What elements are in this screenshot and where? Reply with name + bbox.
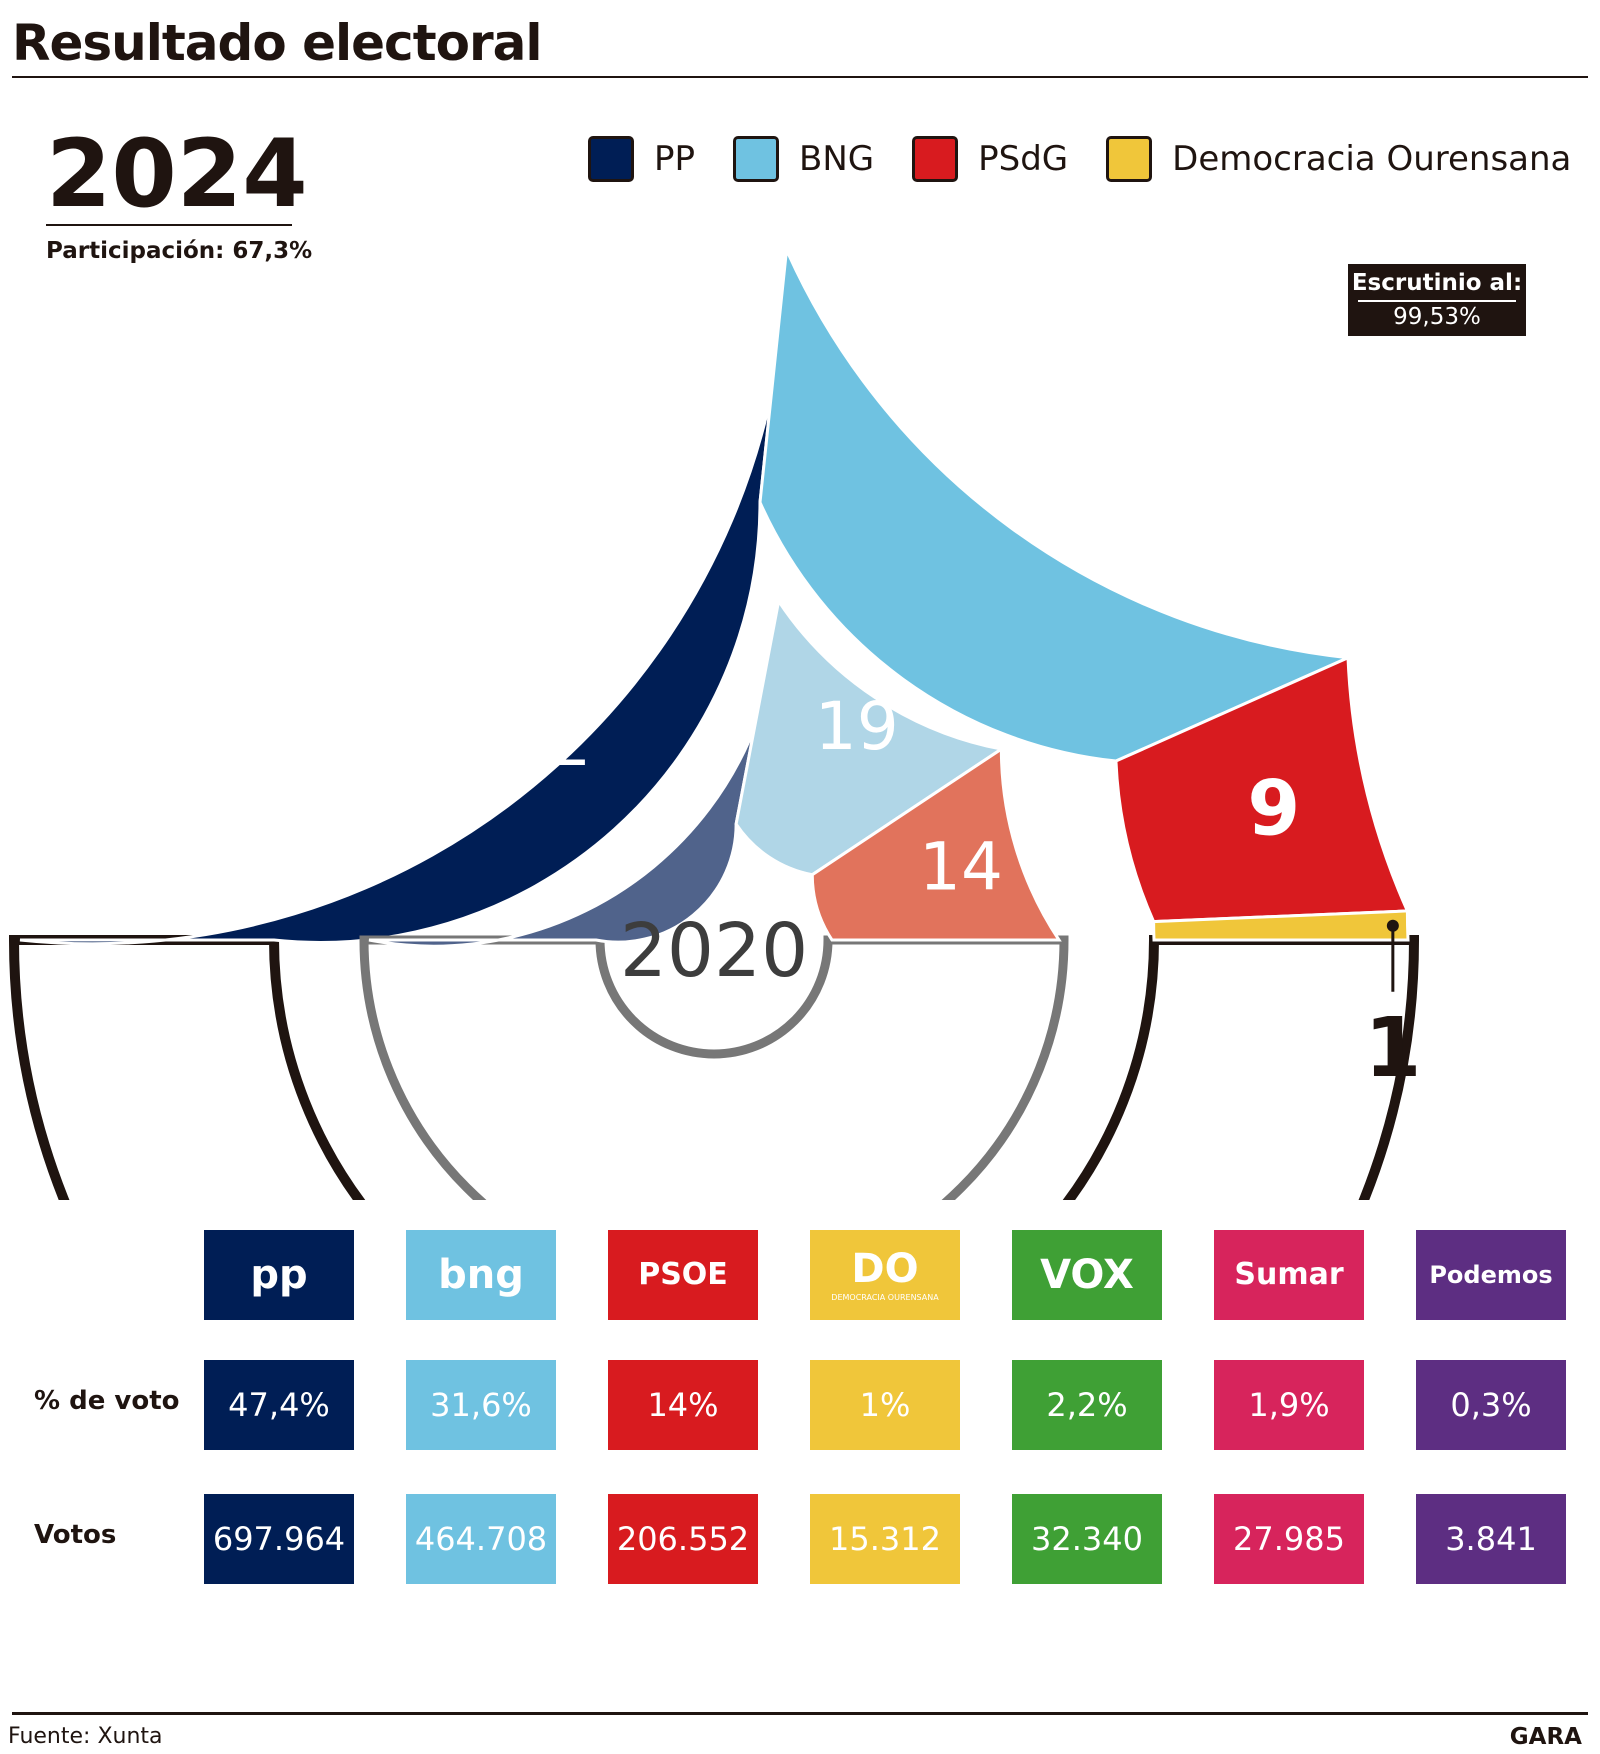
party-logo: bng <box>406 1230 556 1320</box>
seat-wedge-2020 <box>810 746 1062 942</box>
seat-wedge-2024 <box>1152 909 1410 942</box>
party-logo: PSOE <box>608 1230 758 1320</box>
vote-count-cell: 15.312 <box>810 1494 960 1584</box>
legend-label: PP <box>654 139 696 179</box>
parliament-hemicycle-chart: 40 25 9 1 42 19 14 2020 <box>8 244 1422 1200</box>
vote-percentage-cell: 1,9% <box>1214 1360 1364 1450</box>
vote-percentage-cell: 47,4% <box>204 1360 354 1450</box>
chart-legend: PP BNG PSdG Democracia Ourensana <box>588 136 1571 182</box>
footer-divider <box>12 1712 1588 1715</box>
seat-wedge-2020 <box>368 600 781 948</box>
seat-value-label: 9 <box>1247 764 1300 853</box>
legend-swatch <box>588 136 634 182</box>
vote-percentage-cell: 0,3% <box>1416 1360 1566 1450</box>
vote-count-cell: 27.985 <box>1214 1494 1364 1584</box>
seat-wedge-2024 <box>1114 655 1410 924</box>
source-label: Fuente: Xunta <box>8 1724 163 1749</box>
party-logo: VOX <box>1012 1230 1162 1320</box>
party-logo: Podemos <box>1416 1230 1566 1320</box>
scrutiny-label: Escrutinio al: <box>1351 270 1523 296</box>
vote-percentage-cell: 31,6% <box>406 1360 556 1450</box>
legend-swatch <box>1106 136 1153 182</box>
legend-item-bng: BNG <box>733 136 874 182</box>
vote-count-cell: 3.841 <box>1416 1494 1566 1584</box>
party-logo-text: PSOE <box>638 1257 728 1292</box>
legend-item-pp: PP <box>588 136 695 182</box>
vote-count-cell: 206.552 <box>608 1494 758 1584</box>
vote-percentage-cell: 2,2% <box>1012 1360 1162 1450</box>
seat-wedge-2024 <box>758 244 1354 763</box>
party-logo-text: Podemos <box>1429 1261 1553 1289</box>
party-logo: pp <box>204 1230 354 1320</box>
vote-count-cell: 697.964 <box>204 1494 354 1584</box>
scrutiny-value: 99,53% <box>1358 300 1516 332</box>
party-logo: Sumar <box>1214 1230 1364 1320</box>
inner-year-label: 2020 <box>620 908 808 994</box>
seat-value-label: 25 <box>999 430 1105 519</box>
title-divider <box>12 76 1588 78</box>
party-logo-text: VOX <box>1040 1252 1134 1298</box>
seat-wedge-2024 <box>19 249 789 946</box>
legend-item-do: Democracia Ourensana <box>1106 136 1571 182</box>
row-label-votes: Votos <box>34 1520 117 1550</box>
vote-percentage-cell: 14% <box>608 1360 758 1450</box>
vote-count-cell: 32.340 <box>1012 1494 1162 1584</box>
seat-wedge-2020 <box>734 597 1006 877</box>
page-title: Resultado electoral <box>12 14 542 72</box>
vote-percentage-cell: 1% <box>810 1360 960 1450</box>
legend-label: Democracia Ourensana <box>1172 139 1572 179</box>
legend-item-psdg: PSdG <box>912 136 1068 182</box>
legend-swatch <box>912 136 959 182</box>
party-logo-subtext: DEMOCRACIA OURENSANA <box>831 1292 939 1302</box>
party-logo-text: bng <box>438 1252 524 1298</box>
legend-label: BNG <box>799 139 875 179</box>
seat-value-label: 40 <box>300 494 406 583</box>
legend-swatch <box>733 136 780 182</box>
seat-value-label: 19 <box>815 688 899 765</box>
election-year: 2024 <box>46 120 308 229</box>
year-underline <box>46 224 292 226</box>
row-label-vote-pct: % de voto <box>34 1386 180 1416</box>
party-logo-text: DO <box>851 1245 919 1292</box>
brand-label: GARA <box>1509 1724 1582 1750</box>
party-logo-text: Sumar <box>1234 1257 1344 1292</box>
seat-value-label: 1 <box>1364 1001 1421 1096</box>
party-logo-text: pp <box>250 1252 308 1298</box>
scrutiny-badge: Escrutinio al: 99,53% <box>1348 264 1526 336</box>
vote-count-cell: 464.708 <box>406 1494 556 1584</box>
turnout-label: Participación: 67,3% <box>46 238 313 264</box>
legend-label: PSdG <box>978 139 1069 179</box>
party-logo: DO DEMOCRACIA OURENSANA <box>810 1230 960 1320</box>
seat-value-label: 14 <box>919 828 1003 905</box>
seat-value-label: 42 <box>508 704 592 781</box>
